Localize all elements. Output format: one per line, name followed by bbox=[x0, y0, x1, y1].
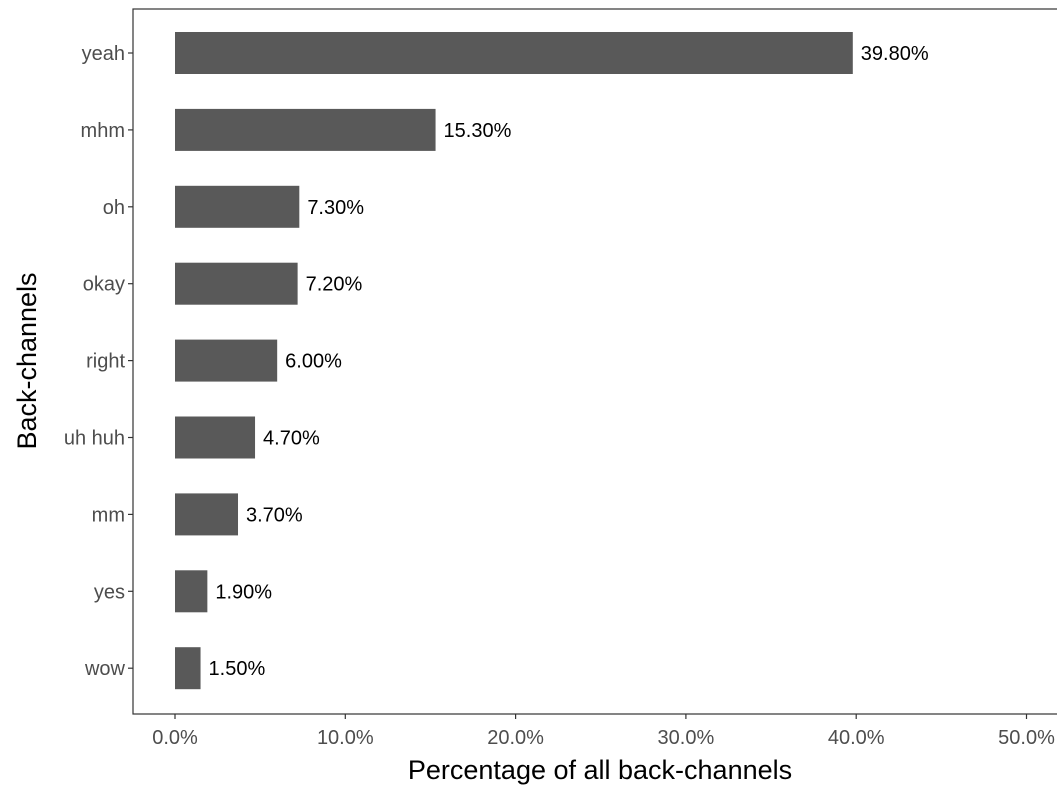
x-axis-title: Percentage of all back-channels bbox=[408, 755, 792, 785]
y-tick-label: right bbox=[86, 351, 125, 373]
value-label: 39.80% bbox=[861, 43, 929, 65]
y-tick-label: uh huh bbox=[64, 428, 125, 450]
bar-mhm bbox=[175, 108, 436, 151]
x-tick-label: 20.0% bbox=[487, 727, 544, 749]
y-tick-label: okay bbox=[83, 274, 125, 296]
value-label: 15.30% bbox=[444, 120, 512, 142]
y-axis-title: Back-channels bbox=[12, 272, 42, 449]
value-label: 6.00% bbox=[285, 351, 342, 373]
y-tick-label: wow bbox=[84, 658, 126, 680]
bar-wow bbox=[175, 647, 201, 690]
y-axis: yeah mhm oh okay right uh huh mm yes wow bbox=[64, 43, 133, 680]
value-labels-group: 39.80% 15.30% 7.30% 7.20% 6.00% 4.70% 3.70% 1.9… bbox=[209, 43, 929, 680]
bar-yeah bbox=[175, 32, 853, 74]
x-tick-label: 0.0% bbox=[152, 727, 198, 749]
bar-right bbox=[175, 339, 278, 382]
y-tick-label: mhm bbox=[81, 120, 125, 142]
value-label: 1.90% bbox=[215, 581, 272, 603]
bar-mm bbox=[175, 493, 239, 536]
bars-group bbox=[175, 32, 853, 690]
y-tick-label: oh bbox=[103, 197, 125, 219]
x-tick-label: 30.0% bbox=[658, 727, 715, 749]
y-tick-label: mm bbox=[92, 504, 125, 526]
y-tick-label: yeah bbox=[82, 43, 125, 65]
x-axis: 0.0% 10.0% 20.0% 30.0% 40.0% 50.0% bbox=[152, 714, 1055, 749]
value-label: 4.70% bbox=[263, 428, 320, 450]
bar-uh-huh bbox=[175, 416, 256, 459]
plot-panel-border bbox=[132, 8, 1057, 715]
x-tick-label: 10.0% bbox=[317, 727, 374, 749]
value-label: 7.30% bbox=[307, 197, 364, 219]
bar-okay bbox=[175, 262, 298, 305]
x-tick-label: 50.0% bbox=[998, 727, 1055, 749]
value-label: 7.20% bbox=[306, 274, 363, 296]
x-tick-label: 40.0% bbox=[828, 727, 885, 749]
bar-oh bbox=[175, 185, 300, 228]
value-label: 3.70% bbox=[246, 504, 303, 526]
value-label: 1.50% bbox=[209, 658, 266, 680]
bar-yes bbox=[175, 570, 208, 613]
y-tick-label: yes bbox=[94, 581, 125, 603]
